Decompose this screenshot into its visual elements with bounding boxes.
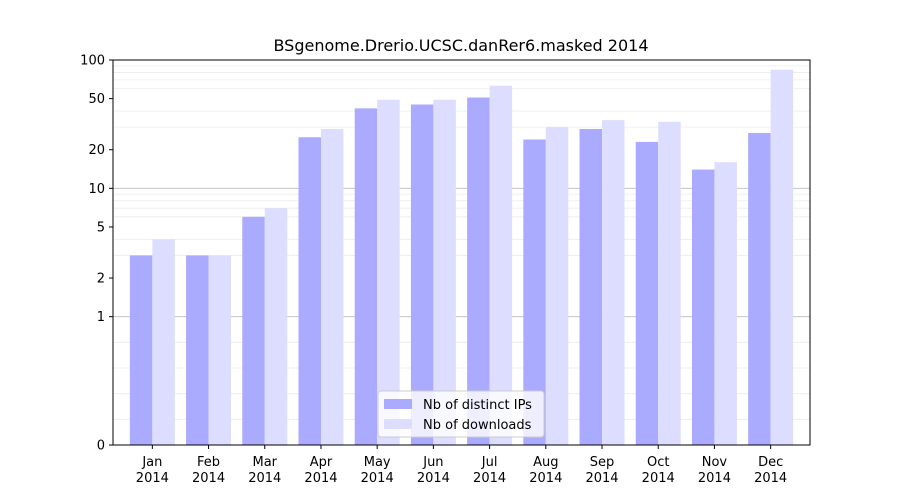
x-tick-label-month: Feb [197, 455, 220, 470]
bar-distinct-ips [298, 137, 321, 446]
bar-distinct-ips [467, 97, 490, 445]
bar-downloads [602, 120, 625, 446]
grid-lines [113, 59, 810, 420]
legend: Nb of distinct IPs Nb of downloads [377, 390, 545, 438]
y-tick-label: 100 [80, 54, 105, 69]
bar-downloads [320, 128, 344, 446]
x-tick-label-year: 2014 [304, 471, 337, 486]
y-axis: 0 1 2 5 10 20 50 100 [80, 54, 113, 454]
bar-distinct-ips [635, 141, 659, 445]
bar-distinct-ips [354, 108, 378, 446]
y-tick-label: 2 [97, 272, 105, 287]
bar-downloads [433, 99, 456, 445]
bar-downloads [489, 85, 513, 446]
x-tick-label-year: 2014 [642, 471, 675, 486]
y-tick-label: 10 [88, 182, 105, 197]
y-tick-label: 5 [97, 220, 105, 235]
x-tick-label-year: 2014 [754, 471, 787, 486]
bar-downloads [377, 99, 400, 445]
bar-downloads [714, 162, 737, 445]
x-tick-label-month: Jul [481, 455, 498, 470]
x-tick-label-month: Mar [253, 455, 278, 470]
x-tick-label-month: Dec [758, 455, 783, 470]
chart-title: BSgenome.Drerio.UCSC.danRer6.masked 2014 [273, 36, 648, 55]
bar-distinct-ips [579, 128, 603, 446]
x-tick-label-month: Aug [533, 455, 558, 470]
x-tick-label-month: Sep [590, 455, 615, 470]
x-tick-label-month: Oct [647, 455, 669, 470]
x-tick-label-month: Jun [422, 455, 443, 470]
y-tick-label: 1 [97, 310, 105, 325]
y-tick-label: 0 [97, 439, 105, 454]
bar-distinct-ips [523, 139, 546, 445]
x-tick-label-year: 2014 [417, 471, 450, 486]
x-tick-label-year: 2014 [192, 471, 225, 486]
bar-downloads [152, 239, 175, 445]
bars [129, 69, 794, 446]
x-tick-label-year: 2014 [136, 471, 169, 486]
bar-downloads [658, 121, 681, 445]
plot-area-frame [112, 59, 811, 446]
bar-distinct-ips [748, 132, 771, 446]
bar-distinct-ips [129, 255, 153, 445]
x-axis: Jan2014Feb2014Mar2014Apr2014May2014Jun20… [136, 445, 787, 486]
x-tick-label-month: Nov [702, 455, 728, 470]
bar-distinct-ips [186, 255, 209, 445]
bar-downloads [545, 127, 569, 445]
bar-distinct-ips [410, 104, 434, 445]
legend-label: Nb of distinct IPs [423, 398, 532, 413]
x-tick-label-year: 2014 [585, 471, 618, 486]
x-tick-label-month: Apr [310, 455, 333, 470]
x-tick-label-year: 2014 [361, 471, 394, 486]
y-tick-label: 50 [88, 92, 105, 107]
legend-swatch [384, 419, 412, 429]
x-tick-label-year: 2014 [473, 471, 506, 486]
y-tick-label: 20 [88, 143, 105, 158]
x-tick-label-year: 2014 [529, 471, 562, 486]
x-tick-label-year: 2014 [248, 471, 281, 486]
bar-distinct-ips [691, 169, 715, 445]
legend-swatch [384, 399, 412, 409]
bar-downloads [208, 255, 232, 445]
bar-downloads [264, 208, 288, 445]
x-tick-label-year: 2014 [698, 471, 731, 486]
x-tick-label-month: May [364, 455, 391, 470]
x-tick-label-month: Jan [141, 455, 162, 470]
legend-box [377, 390, 545, 438]
legend-label: Nb of downloads [423, 418, 532, 433]
bar-distinct-ips [242, 216, 265, 445]
bar-downloads [770, 69, 794, 445]
